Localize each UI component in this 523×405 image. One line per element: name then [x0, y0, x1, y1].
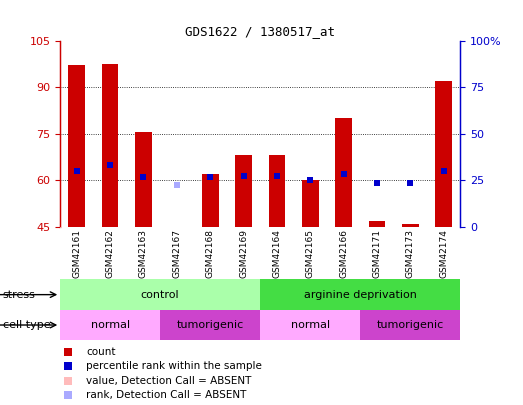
Text: GSM42171: GSM42171 — [372, 229, 381, 278]
Text: GSM42173: GSM42173 — [406, 229, 415, 278]
Text: GSM42167: GSM42167 — [173, 229, 181, 278]
Bar — [69, 65, 85, 227]
Point — [206, 174, 214, 180]
Text: GSM42169: GSM42169 — [239, 229, 248, 278]
Text: normal: normal — [90, 320, 130, 330]
Point — [73, 168, 81, 174]
Point — [373, 180, 381, 187]
Text: control: control — [141, 290, 179, 300]
Point — [173, 181, 181, 188]
Text: GSM42165: GSM42165 — [306, 229, 315, 278]
Bar — [260, 279, 460, 310]
Bar — [260, 310, 360, 340]
Bar — [360, 310, 460, 340]
Bar — [435, 81, 452, 227]
Text: GSM42174: GSM42174 — [439, 229, 448, 278]
Bar — [160, 310, 260, 340]
Text: GSM42161: GSM42161 — [72, 229, 81, 278]
Point — [339, 171, 348, 177]
Bar — [102, 64, 119, 227]
Text: rank, Detection Call = ABSENT: rank, Detection Call = ABSENT — [86, 390, 246, 400]
Text: count: count — [86, 347, 116, 357]
Point — [64, 377, 72, 384]
Point — [240, 173, 248, 179]
Bar — [335, 118, 352, 227]
Bar — [235, 156, 252, 227]
Point — [306, 177, 314, 183]
Text: stress: stress — [3, 290, 36, 300]
Bar — [202, 174, 219, 227]
Text: cell type: cell type — [3, 320, 50, 330]
Point — [439, 168, 448, 174]
Bar — [369, 221, 385, 227]
Title: GDS1622 / 1380517_at: GDS1622 / 1380517_at — [185, 25, 335, 38]
Text: value, Detection Call = ABSENT: value, Detection Call = ABSENT — [86, 375, 252, 386]
Bar — [302, 180, 319, 227]
Text: GSM42164: GSM42164 — [272, 229, 281, 278]
Point — [272, 173, 281, 179]
Text: normal: normal — [291, 320, 330, 330]
Point — [406, 180, 414, 187]
Text: percentile rank within the sample: percentile rank within the sample — [86, 361, 262, 371]
Text: arginine deprivation: arginine deprivation — [304, 290, 417, 300]
Text: tumorigenic: tumorigenic — [177, 320, 244, 330]
Point — [64, 363, 72, 370]
Bar — [135, 132, 152, 227]
Bar — [60, 279, 260, 310]
Text: GSM42163: GSM42163 — [139, 229, 148, 278]
Bar — [268, 156, 285, 227]
Point — [139, 174, 147, 180]
Text: GSM42168: GSM42168 — [206, 229, 214, 278]
Point — [64, 392, 72, 398]
Text: tumorigenic: tumorigenic — [377, 320, 444, 330]
Bar — [60, 310, 160, 340]
Text: GSM42162: GSM42162 — [106, 229, 115, 278]
Bar — [402, 224, 418, 227]
Point — [106, 162, 115, 168]
Point — [64, 349, 72, 356]
Text: GSM42166: GSM42166 — [339, 229, 348, 278]
